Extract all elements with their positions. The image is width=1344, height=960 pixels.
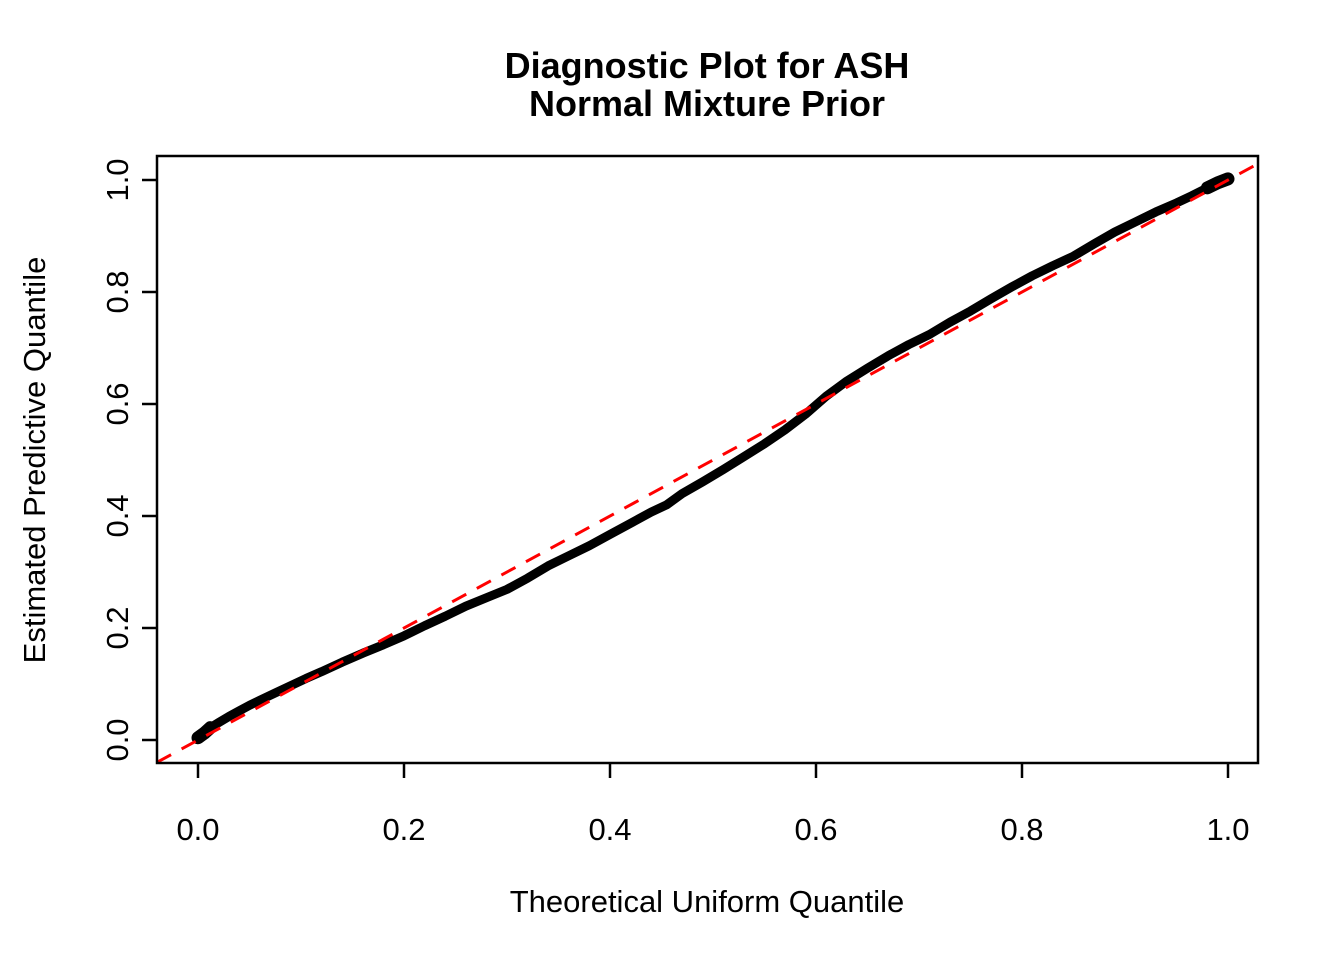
x-tick-label-0.4: 0.4 (588, 812, 631, 847)
y-tick-label-0.2: 0.2 (100, 606, 135, 649)
x-tick-label-0.8: 0.8 (1000, 812, 1043, 847)
x-tick-label-0.0: 0.0 (176, 812, 219, 847)
plot-title-line1: Diagnostic Plot for ASH (505, 45, 910, 86)
y-axis-title: Estimated Predictive Quantile (17, 257, 52, 664)
axis-ticks: 0.0 0.2 0.4 0.6 0.8 1.0 0.0 0.2 0.4 0.6 0.8 1.0 (100, 158, 1250, 847)
x-tick-label-0.6: 0.6 (794, 812, 837, 847)
estimated-predictive-quantile-curve-start-cluster (191, 721, 217, 745)
y-tick-label-0.4: 0.4 (100, 494, 135, 537)
x-tick-label-0.2: 0.2 (382, 812, 425, 847)
plot-title-line2: Normal Mixture Prior (529, 83, 885, 124)
x-tick-label-1.0: 1.0 (1206, 812, 1249, 847)
identity-line (156, 162, 1259, 764)
estimated-predictive-quantile-curve (193, 174, 1233, 743)
plot-box-border (155, 154, 1260, 765)
y-tick-label-1.0: 1.0 (100, 158, 135, 201)
y-tick-label-0.0: 0.0 (100, 718, 135, 761)
x-axis-title: Theoretical Uniform Quantile (510, 884, 905, 919)
y-tick-label-0.6: 0.6 (100, 382, 135, 425)
reference-line-group (156, 162, 1259, 764)
y-tick-label-0.8: 0.8 (100, 270, 135, 313)
